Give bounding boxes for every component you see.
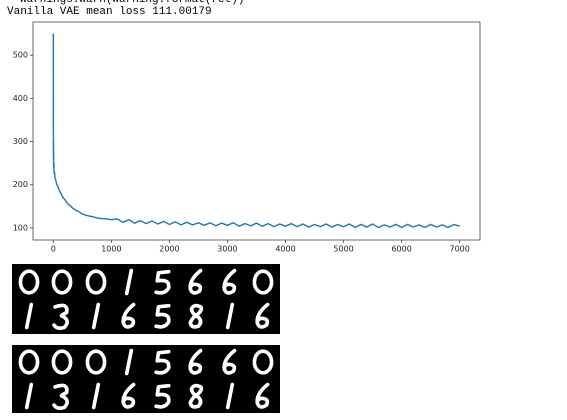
x-tick-label: 7000 — [450, 245, 470, 254]
x-tick-label: 2000 — [159, 245, 179, 254]
image-background — [12, 264, 280, 334]
x-tick-label: 0 — [51, 245, 56, 254]
original-digits — [12, 264, 280, 334]
loss-line: Vanilla VAE mean loss 111.00179 — [7, 6, 212, 18]
warning-line: warnings.warn(warning.format(ret)) — [20, 0, 244, 6]
x-tick-label: 4000 — [275, 245, 295, 254]
x-tick-label: 3000 — [217, 245, 237, 254]
reconstructed-digits — [12, 345, 280, 413]
y-tick-label: 300 — [13, 137, 28, 146]
loss-line — [52, 33, 460, 229]
plot-frame — [32, 21, 481, 241]
y-tick-label: 500 — [13, 51, 28, 60]
x-tick-label: 6000 — [391, 245, 411, 254]
y-tick-label: 100 — [13, 223, 28, 232]
x-tick-label: 1000 — [101, 245, 121, 254]
x-tick-label: 5000 — [333, 245, 353, 254]
image-background — [12, 345, 280, 413]
y-tick-label: 400 — [13, 94, 28, 103]
y-tick-label: 200 — [13, 180, 28, 189]
